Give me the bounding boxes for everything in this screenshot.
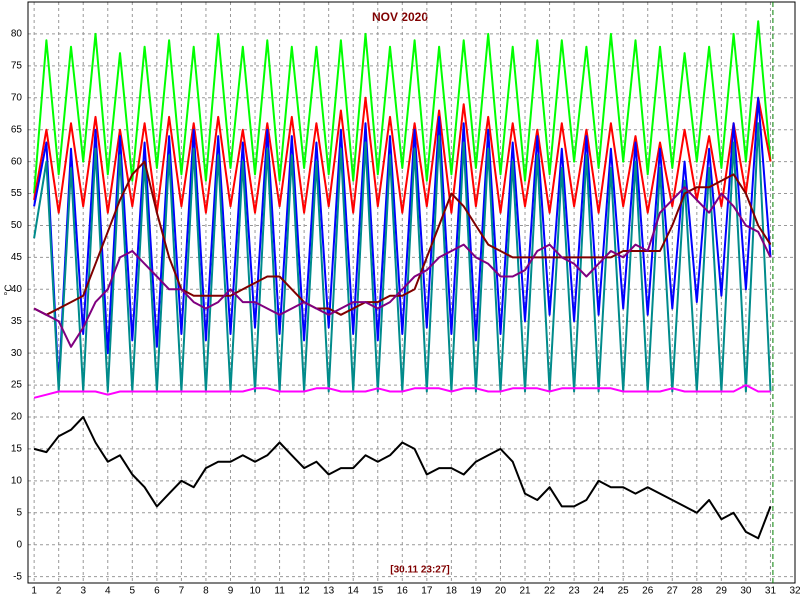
x-tick-label: 23: [569, 586, 581, 597]
x-tick-label: 24: [593, 586, 605, 597]
x-tick-label: 13: [323, 586, 335, 597]
y-axis-label: °C: [4, 284, 15, 295]
timestamp: [30.11 23:27]: [390, 565, 450, 576]
x-tick-label: 10: [249, 586, 261, 597]
y-tick-label: 35: [11, 316, 23, 327]
x-tick-label: 8: [203, 586, 209, 597]
x-tick-label: 30: [740, 586, 752, 597]
x-tick-label: 21: [519, 586, 531, 597]
x-tick-label: 9: [228, 586, 234, 597]
x-tick-label: 1: [31, 586, 37, 597]
x-tick-label: 7: [179, 586, 185, 597]
x-tick-label: 31: [765, 586, 777, 597]
x-tick-label: 5: [130, 586, 136, 597]
series-line: [33, 384, 771, 399]
y-tick-label: 5: [16, 507, 22, 518]
x-tick-label: 29: [716, 586, 728, 597]
x-tick-label: 25: [618, 586, 630, 597]
y-tick-label: 10: [11, 475, 23, 486]
x-tick-label: 6: [154, 586, 160, 597]
x-tick-label: 19: [470, 586, 482, 597]
x-tick-label: 20: [495, 586, 507, 597]
x-tick-label: 3: [80, 586, 86, 597]
y-tick-label: 25: [11, 380, 23, 391]
x-tick-label: 15: [372, 586, 384, 597]
x-tick-label: 22: [544, 586, 556, 597]
x-tick-label: 17: [421, 586, 433, 597]
y-tick-label: 30: [11, 348, 23, 359]
x-tick-label: 26: [642, 586, 654, 597]
series-line: [33, 186, 772, 348]
y-tick-label: 45: [11, 252, 23, 263]
y-tick-label: 65: [11, 124, 23, 135]
x-tick-label: 28: [691, 586, 703, 597]
y-tick-label: 20: [11, 412, 23, 423]
chart-title: NOV 2020: [372, 10, 428, 24]
y-tick-label: 50: [11, 220, 23, 231]
series-line: [33, 96, 772, 387]
series-line: [33, 416, 772, 540]
plot-frame: [27, 1, 796, 584]
x-tick-label: 16: [397, 586, 409, 597]
y-tick-label: 60: [11, 156, 23, 167]
y-tick-label: 80: [11, 29, 23, 40]
x-tick-label: 14: [348, 586, 360, 597]
x-tick-label: 12: [299, 586, 311, 597]
x-tick-label: 18: [446, 586, 458, 597]
x-tick-label: 32: [789, 586, 800, 597]
series-line: [33, 20, 772, 194]
x-tick-label: 2: [56, 586, 62, 597]
x-tick-label: 27: [667, 586, 679, 597]
y-tick-label: 40: [11, 284, 23, 295]
y-tick-label: -5: [13, 571, 22, 582]
y-tick-label: 75: [11, 60, 23, 71]
y-tick-label: 70: [11, 92, 23, 103]
y-tick-label: 55: [11, 188, 23, 199]
x-tick-label: 11: [274, 586, 285, 597]
x-tick-label: 4: [105, 586, 111, 597]
y-tick-label: 15: [11, 444, 23, 455]
y-tick-label: 0: [16, 539, 22, 550]
